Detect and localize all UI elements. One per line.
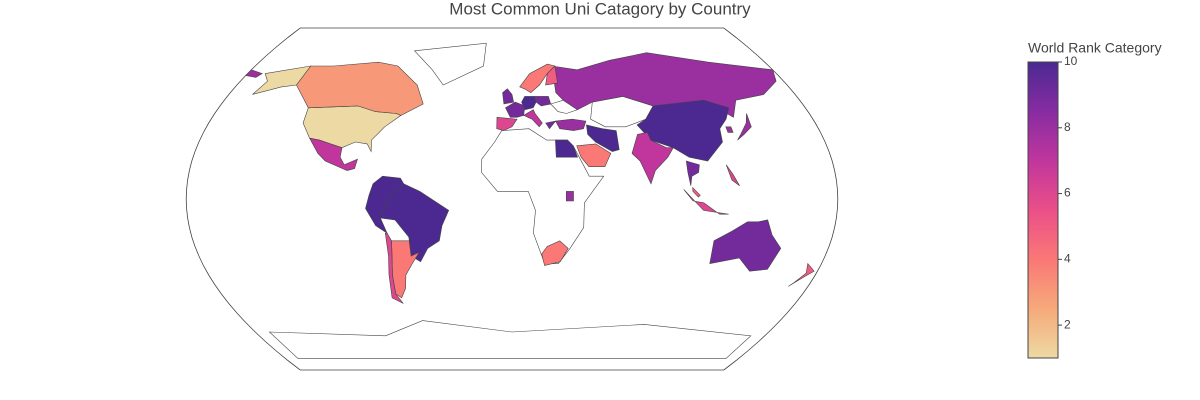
country-no-data bbox=[481, 128, 605, 264]
country-no-data bbox=[413, 42, 487, 86]
country bbox=[555, 118, 587, 131]
colorbar-tick-label: 6 bbox=[1064, 186, 1071, 200]
country bbox=[576, 143, 612, 167]
country bbox=[502, 88, 514, 105]
country bbox=[725, 164, 740, 186]
country bbox=[709, 219, 782, 272]
country bbox=[545, 120, 557, 130]
country bbox=[545, 65, 558, 86]
country bbox=[533, 96, 552, 107]
country bbox=[737, 113, 752, 141]
colorbar-title: World Rank Category bbox=[1028, 40, 1162, 56]
colorbar bbox=[1027, 61, 1059, 359]
colorbar-tick-label: 2 bbox=[1064, 317, 1071, 331]
country bbox=[296, 61, 424, 116]
country bbox=[245, 69, 263, 78]
country bbox=[496, 116, 518, 131]
country bbox=[555, 139, 579, 158]
country bbox=[725, 126, 734, 133]
country bbox=[379, 183, 450, 263]
chart-title: Most Common Uni Catagory by Country bbox=[449, 0, 751, 18]
country bbox=[566, 191, 574, 202]
country bbox=[551, 52, 777, 118]
country-no-data bbox=[550, 99, 579, 114]
country bbox=[788, 262, 815, 287]
country bbox=[636, 99, 730, 162]
colorbar-tick-label: 10 bbox=[1064, 54, 1078, 68]
country bbox=[692, 186, 701, 198]
country bbox=[631, 132, 674, 185]
country bbox=[685, 160, 700, 186]
country bbox=[683, 189, 729, 215]
country bbox=[384, 232, 404, 304]
country bbox=[309, 137, 358, 171]
country bbox=[522, 109, 543, 128]
colorbar-tick-label: 4 bbox=[1064, 252, 1071, 266]
country-no-data bbox=[268, 320, 752, 359]
country bbox=[541, 240, 569, 266]
country bbox=[586, 124, 620, 152]
colorbar-tick-label: 8 bbox=[1064, 120, 1071, 134]
